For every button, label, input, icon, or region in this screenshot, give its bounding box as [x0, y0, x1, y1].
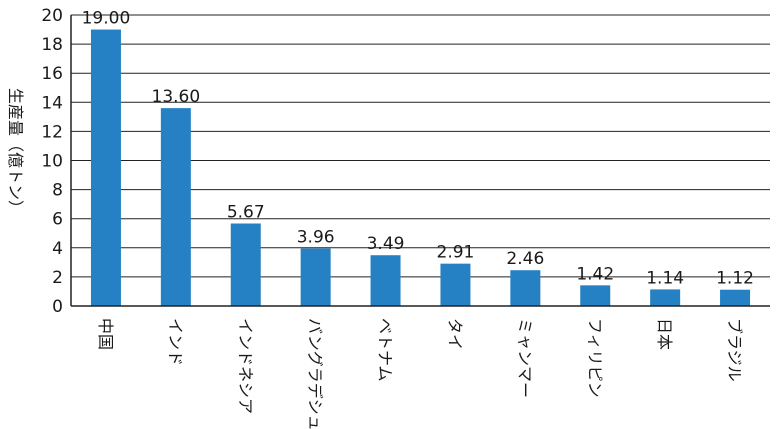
category-labels: 中国 インド インドネシア バングラデシュ ベトナム タイ ミャンマー フィリピン 日本 ブラジル: [96, 318, 744, 429]
data-label: 19.00: [82, 9, 131, 29]
category-label: 中国: [96, 318, 115, 350]
bar: [580, 285, 611, 306]
data-label: 5.67: [227, 203, 265, 223]
data-label: 1.42: [576, 264, 614, 284]
data-label: 3.96: [297, 227, 335, 247]
bar: [370, 255, 401, 306]
category-label: インドネシア: [236, 318, 255, 414]
bar: [230, 223, 261, 306]
y-tick-label: 18: [41, 35, 63, 55]
bar: [510, 270, 541, 306]
y-tick-label: 14: [41, 93, 63, 113]
category-label: ブラジル: [725, 318, 744, 382]
bars: [90, 29, 751, 307]
y-tick-label: 20: [41, 6, 63, 26]
bar: [90, 29, 121, 307]
category-label: タイ: [445, 318, 464, 350]
y-tick-label: 4: [52, 239, 63, 259]
y-tick-label: 0: [52, 297, 63, 317]
y-tick-label: 16: [41, 64, 63, 84]
bar: [160, 108, 191, 307]
category-label: バングラデシュ: [306, 318, 325, 429]
y-tick-label: 12: [41, 122, 63, 142]
bar: [650, 289, 681, 306]
data-label: 2.91: [437, 243, 475, 263]
category-label: ベトナム: [376, 318, 395, 382]
category-label: フィリピン: [585, 318, 604, 398]
data-label: 13.60: [152, 87, 201, 107]
bar: [440, 263, 471, 306]
data-label: 2.46: [506, 249, 544, 269]
data-label: 1.14: [646, 268, 684, 288]
bar: [720, 289, 751, 306]
y-axis-title: 生産量（億トン）: [6, 88, 25, 216]
y-axis-ticks: 0 2 4 6 8 10 12 14 16 18 20: [41, 6, 63, 317]
y-tick-label: 2: [52, 268, 63, 288]
y-tick-label: 6: [52, 210, 63, 230]
data-label: 3.49: [367, 234, 405, 254]
axes: [70, 15, 770, 307]
y-tick-label: 8: [52, 181, 63, 201]
y-tick-label: 10: [41, 152, 63, 172]
category-label: 日本: [655, 318, 674, 350]
data-label: 1.12: [716, 269, 754, 289]
category-label: インド: [166, 318, 185, 366]
y-axis-label: 生産量（億トン）: [6, 88, 25, 216]
data-labels: 19.00 13.60 5.67 3.96 3.49 2.91 2.46 1.42 1.14 1.…: [82, 9, 754, 289]
bar: [300, 248, 331, 306]
category-label: ミャンマー: [515, 318, 534, 398]
